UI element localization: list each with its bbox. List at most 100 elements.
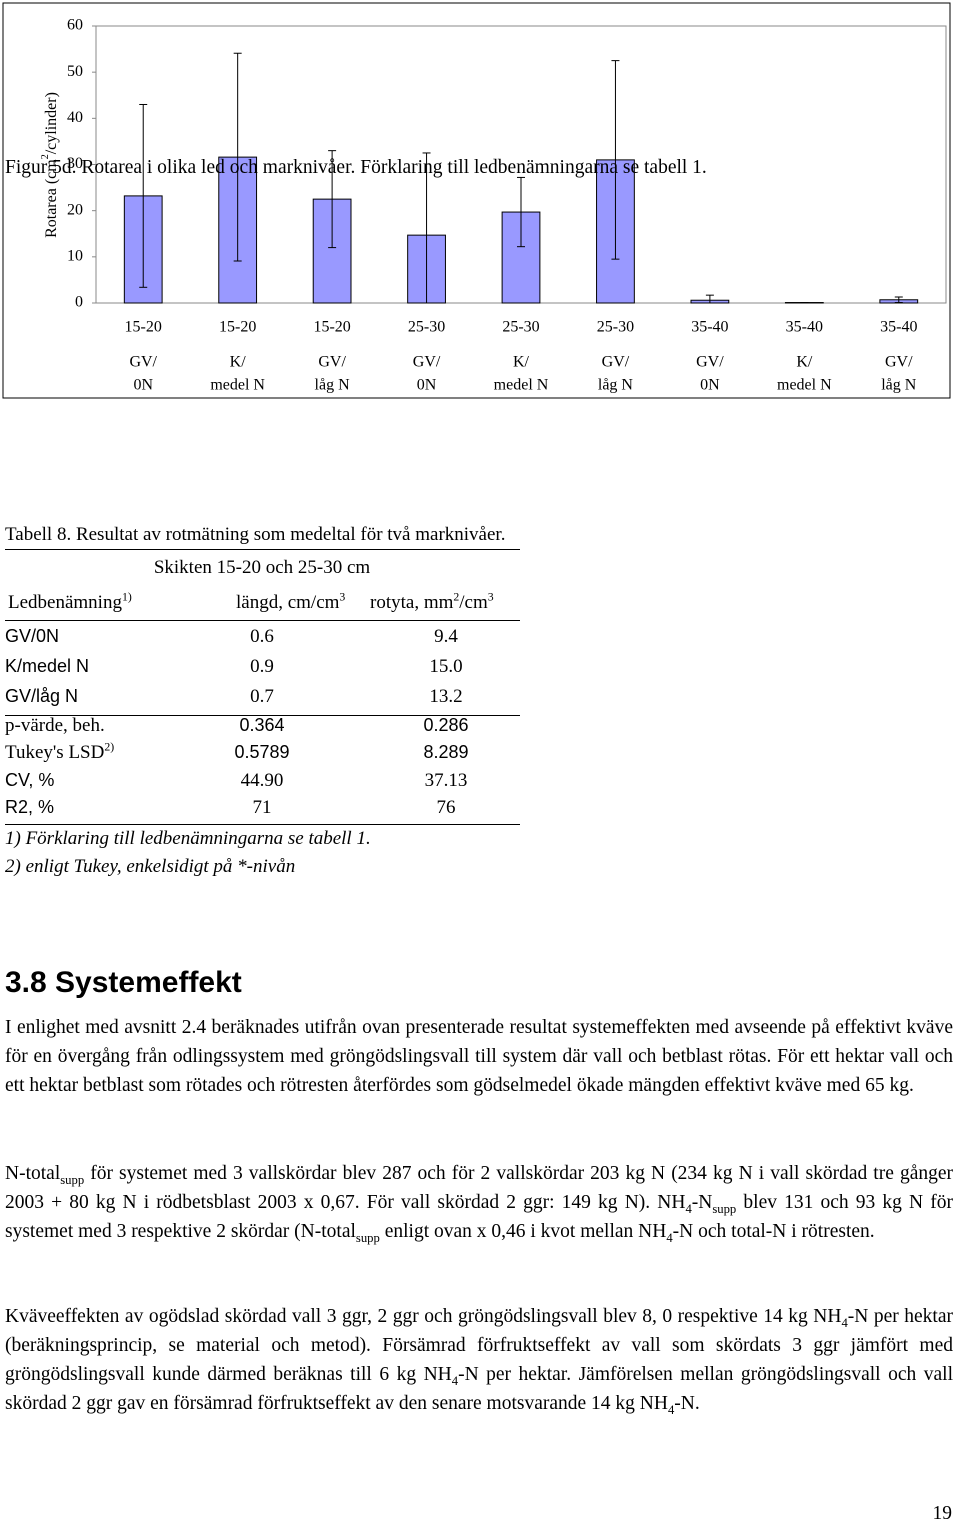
text-run: Ledbenämning xyxy=(8,592,122,613)
x-tick-label: GV/ xyxy=(885,354,913,371)
table-cell: 0.7 xyxy=(250,686,274,708)
superscript: 2 xyxy=(40,154,51,159)
table-cell: 44.90 xyxy=(241,770,284,792)
subscript: 4 xyxy=(667,1402,675,1417)
table-cell: GV/låg N xyxy=(5,686,78,707)
error-bar xyxy=(611,60,620,260)
subscript: 4 xyxy=(666,1230,673,1245)
text-run: /cm xyxy=(459,592,488,613)
text-run: -N xyxy=(691,1192,713,1213)
x-tick-label: medel N xyxy=(494,377,549,394)
text-run: -N per hektar (beräkningsprincip, se mat… xyxy=(5,1306,953,1385)
error-bar xyxy=(517,176,525,248)
x-tick-label: GV/ xyxy=(413,354,441,371)
text-run: /cylinder) xyxy=(43,92,60,154)
x-tick-label: låg N xyxy=(881,377,917,394)
text-run: 37.13 xyxy=(424,770,468,791)
text-run: längd, cm/cm xyxy=(236,592,340,613)
x-tick-label: 25-30 xyxy=(597,319,634,336)
table-cell: 0.6 xyxy=(250,626,274,648)
table-cell: 13.2 xyxy=(429,686,462,708)
subscript: 4 xyxy=(451,1373,459,1388)
text-run: 0.6 xyxy=(250,626,274,647)
error-bar xyxy=(328,150,337,249)
x-tick-label: 15-20 xyxy=(313,319,350,336)
paragraph: Kväveeffekten av ogödslad skördad vall 3… xyxy=(5,1302,953,1418)
table-cell: 71 xyxy=(253,797,272,819)
x-tick-label: 15-20 xyxy=(125,319,162,336)
text-run: 9.4 xyxy=(434,626,458,647)
subscript: supp xyxy=(355,1230,380,1245)
x-tick-label: GV/ xyxy=(602,354,630,371)
text-run: -N och total-N i rötresten. xyxy=(672,1221,875,1242)
paragraph: I enlighet med avsnitt 2.4 beräknades ut… xyxy=(5,1013,953,1100)
y-tick-label: 10 xyxy=(67,248,83,265)
subscript: supp xyxy=(60,1172,85,1187)
chart-border xyxy=(2,2,951,399)
table-cell: 37.13 xyxy=(425,770,468,792)
text-run: 44.90 xyxy=(240,770,284,791)
text-run: 0.286 xyxy=(423,715,469,735)
section-heading: 3.8 Systemeffekt xyxy=(5,966,242,999)
x-tick-label: 35-40 xyxy=(786,319,823,336)
error-bar xyxy=(422,152,431,304)
text-run: Rotarea (cm xyxy=(43,159,60,238)
text-run: 15.0 xyxy=(429,656,463,677)
y-axis-label: Rotarea (cm2/cylinder) xyxy=(40,92,59,238)
text-run: R2, % xyxy=(5,797,55,817)
text-run: rotyta, mm xyxy=(370,592,454,613)
x-tick-label: 15-20 xyxy=(219,319,256,336)
text-run: GV/0N xyxy=(5,626,60,646)
x-tick-label: K/ xyxy=(230,354,247,371)
text-run: 1) Förklaring till ledbenämningarna se t… xyxy=(5,828,371,849)
text-run: -N. xyxy=(674,1393,700,1414)
table-cell: Tukey's LSD2) xyxy=(5,741,114,764)
text-run: I enlighet med avsnitt 2.4 beräknades ut… xyxy=(5,1017,953,1096)
text-run: enligt ovan x 0,46 i kvot mellan NH xyxy=(379,1221,667,1242)
error-bar xyxy=(894,296,903,304)
text-run: 2) enligt Tukey, enkelsidigt på *-nivån xyxy=(5,856,296,877)
figure-caption: Figur 5d. Rotarea i olika led och markni… xyxy=(5,157,707,178)
text-run: p-värde, beh. xyxy=(5,715,105,736)
table-cell: 0.5789 xyxy=(234,742,289,763)
text-run: K/medel N xyxy=(5,656,90,676)
x-tick-label: 0N xyxy=(700,377,720,394)
text-run: Tabell 8. Resultat av rotmätning som med… xyxy=(5,524,506,545)
table-cell: 0.9 xyxy=(250,656,274,678)
y-tick-label: 50 xyxy=(67,63,83,80)
table-cell: 15.0 xyxy=(429,656,462,678)
x-tick-label: 0N xyxy=(133,377,153,394)
x-tick-label: GV/ xyxy=(696,354,724,371)
x-tick-label: medel N xyxy=(777,377,832,394)
x-tick-label: K/ xyxy=(513,354,530,371)
x-tick-label: GV/ xyxy=(318,354,346,371)
text-run: blev 131 och 93 kg N för systemet med 3 … xyxy=(5,1192,953,1242)
table: Tabell 8. Resultat av rotmätning som med… xyxy=(0,520,540,880)
table-note: 2) enligt Tukey, enkelsidigt på *-nivån xyxy=(5,856,295,878)
table-rule xyxy=(5,824,520,825)
table-cell: p-värde, beh. xyxy=(5,715,105,737)
x-tick-label: låg N xyxy=(315,377,351,394)
table-group-header: Skikten 15-20 och 25-30 cm xyxy=(154,557,370,579)
text-run: N-total xyxy=(5,1163,61,1184)
text-run: Tukey's LSD xyxy=(5,742,105,763)
table-cell: 0.286 xyxy=(423,715,468,736)
y-tick-label: 0 xyxy=(75,294,83,311)
text-run: för systemet med 3 vallskördar blev 287 … xyxy=(5,1163,953,1213)
superscript: 3 xyxy=(487,590,494,604)
table-header: Ledbenämning1) xyxy=(8,591,132,614)
table-cell: 76 xyxy=(437,797,456,819)
text-run: 0.5789 xyxy=(234,742,290,762)
text-run: Kväveeffekten av ogödslad skördad vall 3… xyxy=(5,1306,842,1327)
text-run: 0.7 xyxy=(250,686,274,707)
text-run: Skikten 15-20 och 25-30 cm xyxy=(153,557,371,578)
table-note: 1) Förklaring till ledbenämningarna se t… xyxy=(5,828,371,850)
table-cell: K/medel N xyxy=(5,656,89,677)
superscript: 3 xyxy=(339,590,346,604)
y-tick-label: 60 xyxy=(67,17,83,34)
x-tick-label: medel N xyxy=(210,377,265,394)
subscript: 4 xyxy=(685,1201,692,1216)
text-run: 0.364 xyxy=(239,715,285,735)
y-tick-label: 20 xyxy=(67,201,83,218)
